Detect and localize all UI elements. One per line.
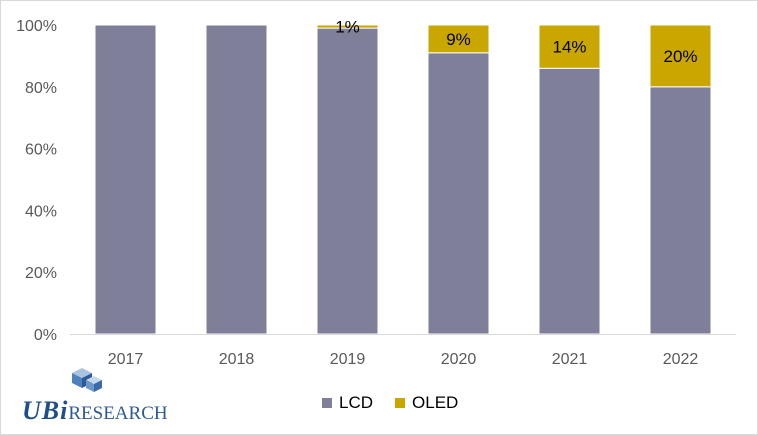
legend-label-oled: OLED [412,393,459,412]
y-tick-label: 100% [16,18,57,35]
legend-label-lcd: LCD [339,393,374,412]
y-tick-label: 0% [34,327,57,344]
legend: LCD OLED [322,393,458,413]
data-labels: 1% 9% 14% 20% [335,18,697,66]
bar-oled-2021 [538,24,601,69]
data-label-oled-2019: 1% [335,18,360,37]
y-tick-label: 40% [25,203,57,220]
bar-oled-2019 [316,24,379,29]
logo-text: UBiRESEARCH [22,396,168,426]
y-tick-label: 20% [25,265,57,282]
legend-swatch-lcd [322,398,332,408]
bar-lcd-2022 [649,86,712,335]
x-tick-label: 2018 [219,351,255,368]
x-tick-label: 2017 [108,351,144,368]
bar-lcd-2017 [94,24,157,335]
legend-swatch-oled [395,398,406,408]
x-tick-label: 2019 [330,351,366,368]
bar-lcd-2019 [316,27,379,335]
logo-ubi: UBi [22,396,69,425]
y-tick-label: 80% [25,80,57,97]
ubi-research-logo: UBiRESEARCH [22,366,182,426]
y-tick-label: 60% [25,142,57,159]
legend-item-lcd: LCD [322,393,373,413]
x-tick-label: 2021 [552,351,588,368]
data-label-oled-2022: 20% [663,47,697,66]
bar-lcd-2021 [538,67,601,335]
bars [94,24,712,335]
logo-cube-icon [72,368,102,392]
bar-lcd-2018 [205,24,268,335]
bar-oled-2020 [427,24,490,54]
bar-oled-2022 [649,24,712,88]
data-label-oled-2021: 14% [552,38,586,57]
data-label-oled-2020: 9% [446,30,471,49]
x-tick-label: 2020 [441,351,477,368]
x-tick-label: 2022 [663,351,699,368]
legend-item-oled: OLED [395,393,458,413]
bar-lcd-2020 [427,52,490,335]
logo-research: RESEARCH [68,403,168,424]
y-axis: 0% 20% 40% 60% 80% 100% [16,18,57,344]
x-axis: 2017 2018 2019 2020 2021 2022 [70,334,736,368]
